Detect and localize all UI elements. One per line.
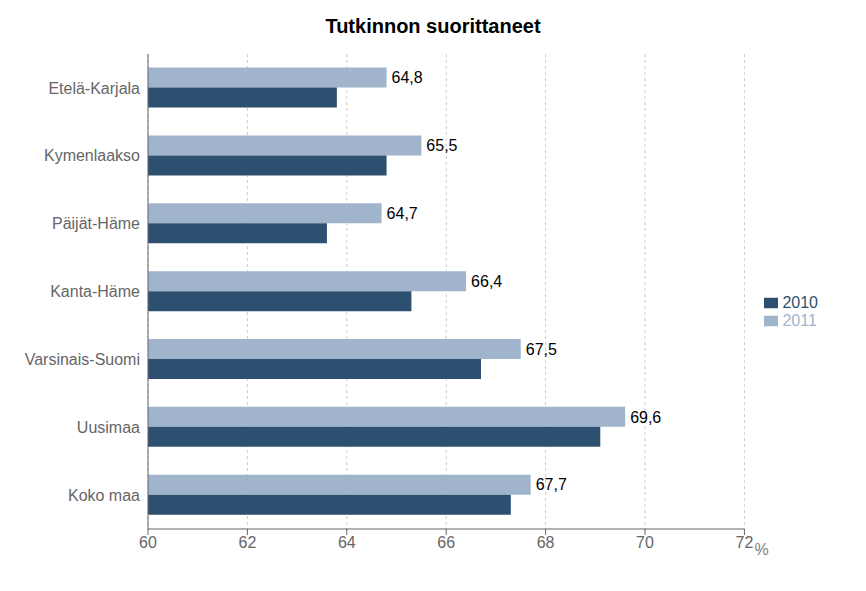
svg-text:69,6: 69,6: [630, 409, 661, 426]
svg-text:64,7: 64,7: [387, 205, 418, 222]
svg-text:Uusimaa: Uusimaa: [77, 419, 140, 436]
svg-text:67,7: 67,7: [536, 476, 567, 493]
html-text:2011: 2011: [782, 311, 817, 329]
svg-text:Kanta-Häme: Kanta-Häme: [50, 283, 140, 300]
svg-text:72: 72: [736, 534, 754, 551]
html-text:Tutkinnon suorittaneet: Tutkinnon suorittaneet: [325, 15, 541, 37]
html-text:2010: 2010: [782, 293, 818, 311]
svg-text:64,8: 64,8: [392, 69, 423, 86]
svg-text:Etelä-Karjala: Etelä-Karjala: [48, 80, 140, 97]
svg-text:%: %: [754, 541, 768, 558]
svg-text:66,4: 66,4: [471, 273, 502, 290]
svg-text:62: 62: [239, 534, 257, 551]
svg-text:60: 60: [139, 534, 157, 551]
svg-text:64: 64: [338, 534, 356, 551]
svg-text:67,5: 67,5: [526, 341, 557, 358]
svg-text:65,5: 65,5: [426, 137, 457, 154]
svg-text:68: 68: [537, 534, 555, 551]
svg-text:Koko maa: Koko maa: [68, 487, 140, 504]
svg-text:66: 66: [437, 534, 455, 551]
svg-text:70: 70: [636, 534, 654, 551]
svg-text:Varsinais-Suomi: Varsinais-Suomi: [25, 351, 140, 368]
svg-text:Päijät-Häme: Päijät-Häme: [52, 215, 140, 232]
svg-text:Kymenlaakso: Kymenlaakso: [44, 147, 140, 164]
